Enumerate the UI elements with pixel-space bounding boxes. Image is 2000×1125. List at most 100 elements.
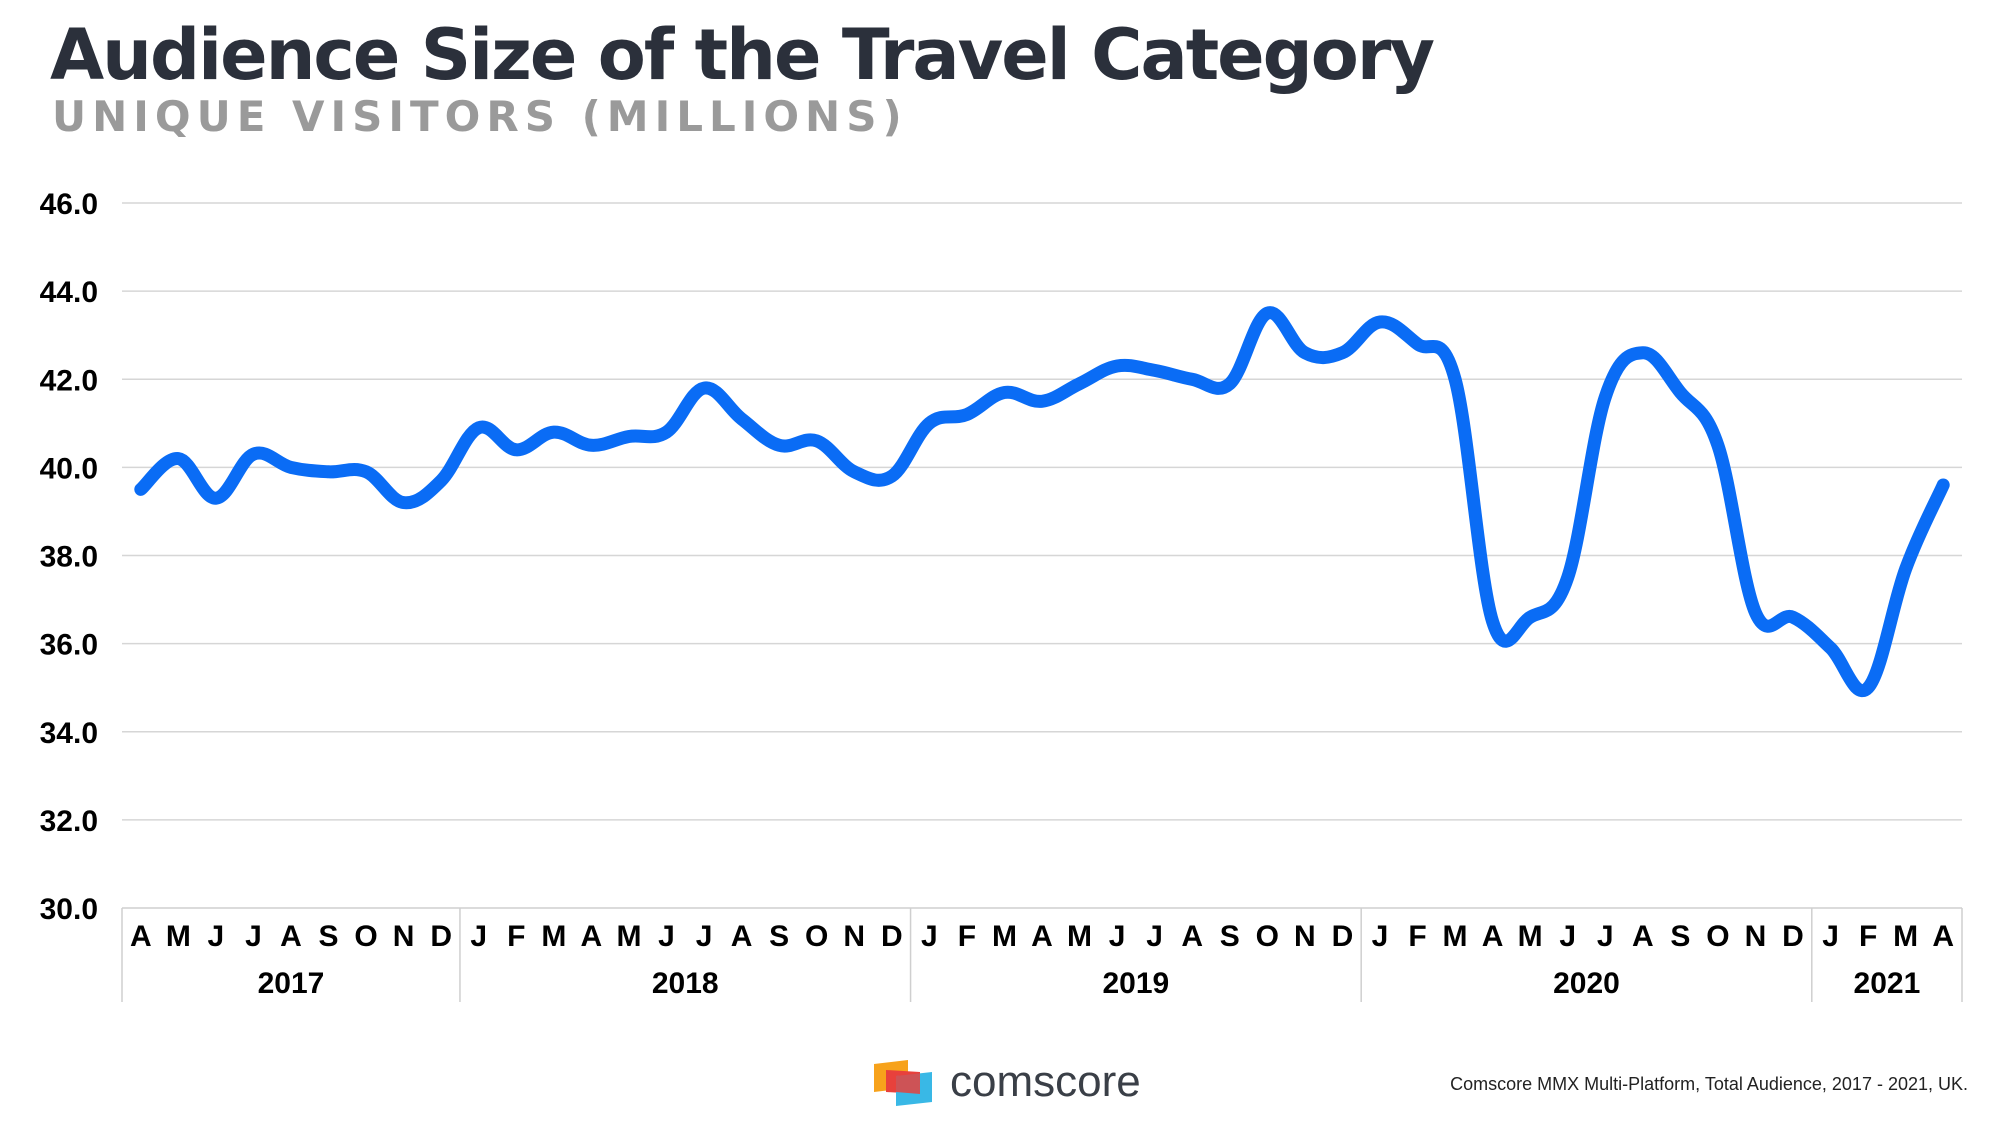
data-point [1191, 378, 1193, 380]
data-point [1905, 568, 1907, 570]
x-tick-label-year: 2017 [258, 967, 325, 1000]
data-point [928, 422, 930, 424]
data-point [515, 449, 517, 451]
data-point [1604, 396, 1606, 398]
x-tick-label-month: N [1745, 920, 1767, 953]
x-tick-label-month: N [843, 920, 865, 953]
comscore-logo-icon [874, 1060, 932, 1106]
x-tick-label-month: A [1031, 920, 1053, 953]
x-tick-label-month: F [958, 920, 976, 953]
x-tick-label-month: M [992, 920, 1017, 953]
data-point [703, 387, 705, 389]
data-point [816, 440, 818, 442]
y-tick-label: 32.0 [40, 805, 98, 838]
data-point [853, 471, 855, 473]
data-point [778, 444, 780, 446]
data-point [1529, 616, 1531, 618]
x-tick-label-month: D [430, 920, 452, 953]
data-point [252, 453, 254, 455]
x-tick-label-month: A [731, 920, 753, 953]
data-point [1454, 378, 1456, 380]
x-tick-label-month: D [1782, 920, 1804, 953]
chart-subtitle: UNIQUE VISITORS (MILLIONS) [52, 92, 908, 141]
data-point [1679, 391, 1681, 393]
x-tick-label-month: A [1932, 920, 1954, 953]
gridlines [122, 202, 1962, 909]
x-tick-label-month: J [921, 920, 938, 953]
x-tick-label-month: J [470, 920, 487, 953]
x-tick-label-month: M [1893, 920, 1918, 953]
data-point [1792, 616, 1794, 618]
data-point [478, 427, 480, 429]
data-point [215, 497, 217, 499]
x-tick-label-month: J [1559, 920, 1576, 953]
x-tick-label-month: J [658, 920, 675, 953]
x-tick-label-year: 2020 [1553, 967, 1620, 1000]
x-tick-label-month: O [354, 920, 377, 953]
x-tick-label-month: S [769, 920, 789, 953]
x-tick-label-month: M [1067, 920, 1092, 953]
x-tick-label-month: O [1256, 920, 1279, 953]
y-tick-label: 34.0 [40, 717, 98, 750]
y-tick-label: 46.0 [40, 188, 98, 221]
y-tick-label: 30.0 [40, 893, 98, 926]
x-tick-label-month: A [130, 920, 152, 953]
x-tick-label-month: M [1443, 920, 1468, 953]
data-point [1341, 352, 1343, 354]
data-point [1304, 352, 1306, 354]
data-point [1567, 577, 1569, 579]
data-point [365, 471, 367, 473]
x-tick-label-month: J [1109, 920, 1126, 953]
x-tick-label-month: A [1632, 920, 1654, 953]
x-tick-label-year: 2019 [1103, 967, 1170, 1000]
x-tick-label-month: J [1146, 920, 1163, 953]
data-point [328, 471, 330, 473]
x-tick-label-month: J [696, 920, 713, 953]
data-point [1492, 621, 1494, 623]
x-tick-label-month: J [245, 920, 262, 953]
data-point [891, 475, 893, 477]
brand-name: comscore [950, 1057, 1141, 1106]
x-tick-label-month: M [541, 920, 566, 953]
data-point [1116, 365, 1118, 367]
data-point [1642, 352, 1644, 354]
data-point [1041, 400, 1043, 402]
data-point [1754, 612, 1756, 614]
y-tick-label: 44.0 [40, 276, 98, 309]
x-tick-label-month: S [1670, 920, 1690, 953]
x-tick-label-month: M [1518, 920, 1543, 953]
data-point [1229, 383, 1231, 385]
data-point [1003, 391, 1005, 393]
x-tick-label-month: F [1408, 920, 1426, 953]
data-point [1154, 369, 1156, 371]
data-point [553, 431, 555, 433]
x-tick-label-month: F [1859, 920, 1877, 953]
y-axis-labels: 30.0 32.0 34.0 36.0 38.0 40.0 42.0 44.0 46.0 [40, 188, 98, 926]
x-tick-label-year: 2018 [652, 967, 719, 1000]
x-tick-label-month: J [1822, 920, 1839, 953]
data-point [1417, 343, 1419, 345]
x-tick-label-month: F [507, 920, 525, 953]
data-point [590, 444, 592, 446]
x-tick-label-year: 2021 [1854, 967, 1921, 1000]
x-tick-label-month: N [393, 920, 415, 953]
data-point [1379, 321, 1381, 323]
series-layer [134, 306, 1950, 698]
data-point [1942, 484, 1944, 486]
data-point [140, 488, 142, 490]
x-tick-label-month: M [166, 920, 191, 953]
data-point [440, 480, 442, 482]
data-point [741, 418, 743, 420]
data-point [1830, 647, 1832, 649]
x-tick-label-month: A [280, 920, 302, 953]
data-point [966, 414, 968, 415]
source-note: Comscore MMX Multi-Platform, Total Audie… [1450, 1074, 1968, 1094]
y-tick-label: 40.0 [40, 452, 98, 485]
data-point [1717, 444, 1719, 446]
x-tick-label-month: J [208, 920, 225, 953]
y-tick-label: 38.0 [40, 541, 98, 574]
x-tick-label-month: S [1220, 920, 1240, 953]
x-tick-label-month: A [581, 920, 603, 953]
